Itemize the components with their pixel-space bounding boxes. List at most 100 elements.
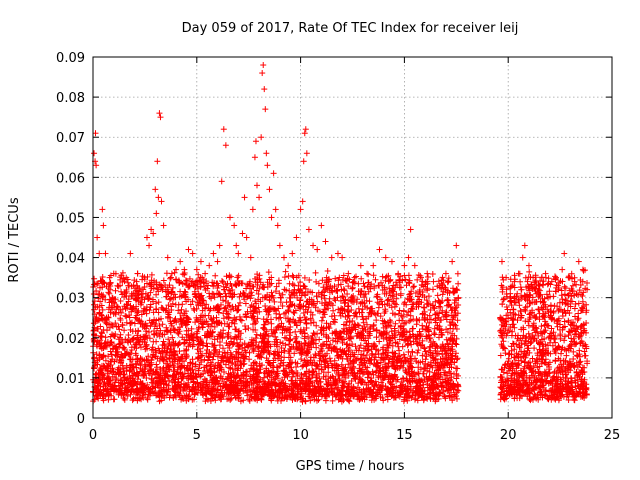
data-point <box>261 86 268 93</box>
data-point <box>565 274 572 281</box>
y-tick-label: 0.01 <box>56 372 85 387</box>
data-point <box>272 206 279 213</box>
data-point <box>158 198 165 205</box>
y-tick-label: 0.08 <box>56 91 85 106</box>
data-point <box>575 258 582 265</box>
data-point <box>274 222 281 229</box>
data-point <box>106 274 113 281</box>
data-point <box>102 250 109 257</box>
data-point <box>233 242 240 249</box>
data-point <box>357 262 364 269</box>
data-point <box>177 258 184 265</box>
data-points <box>90 62 591 405</box>
data-point <box>210 250 217 257</box>
data-point <box>96 250 103 257</box>
x-axis-label: GPS time / hours <box>296 459 405 474</box>
data-point <box>254 182 261 189</box>
y-tick-label: 0.09 <box>56 51 85 66</box>
data-point <box>345 270 352 277</box>
data-point <box>235 250 242 257</box>
data-point <box>405 254 412 261</box>
data-point <box>430 278 437 285</box>
data-point <box>249 206 256 213</box>
data-point <box>418 274 425 281</box>
data-point <box>94 234 101 241</box>
data-point <box>280 254 287 261</box>
data-point <box>364 270 371 277</box>
x-tick-label: 10 <box>292 428 309 443</box>
data-point <box>276 242 283 249</box>
data-point <box>507 290 514 297</box>
data-point <box>256 194 263 201</box>
data-point <box>382 254 389 261</box>
data-point <box>181 266 188 273</box>
data-point <box>561 250 568 257</box>
data-point <box>154 158 161 165</box>
data-point <box>521 242 528 249</box>
data-point <box>530 274 537 281</box>
data-point <box>395 270 402 277</box>
data-point <box>251 154 258 161</box>
x-tick-label: 20 <box>500 428 517 443</box>
data-point <box>197 258 204 265</box>
data-point <box>239 230 246 237</box>
data-point <box>388 258 395 265</box>
x-tick-labels: 0 5 10 15 20 25 <box>89 428 620 443</box>
y-tick-label: 0.05 <box>56 211 85 226</box>
y-tick-label: 0.02 <box>56 332 85 347</box>
data-point <box>220 126 227 133</box>
data-point <box>401 262 408 269</box>
x-tick-label: 15 <box>396 428 413 443</box>
y-tick-label: 0.06 <box>56 171 85 186</box>
data-point <box>227 214 234 221</box>
data-point <box>424 270 431 277</box>
data-point <box>139 290 146 297</box>
data-point <box>164 254 171 261</box>
data-point <box>511 278 518 285</box>
data-point <box>498 258 505 265</box>
data-point <box>305 226 312 233</box>
data-point <box>93 162 100 169</box>
data-point <box>153 210 160 217</box>
data-point <box>407 226 414 233</box>
data-point <box>260 62 267 69</box>
dense-point-cloud <box>90 267 591 405</box>
data-point <box>442 270 449 277</box>
data-point <box>376 246 383 253</box>
data-point <box>185 246 192 253</box>
data-point <box>262 106 269 113</box>
data-point <box>536 282 543 289</box>
chart-title: Day 059 of 2017, Rate Of TEC Index for r… <box>182 21 519 36</box>
plot-frame <box>92 56 613 419</box>
data-point <box>150 230 157 237</box>
data-point <box>264 162 271 169</box>
data-point <box>270 170 277 177</box>
data-point <box>247 254 254 261</box>
data-point <box>157 114 164 121</box>
data-point <box>193 266 200 273</box>
data-point <box>116 282 123 289</box>
data-point <box>519 254 526 261</box>
data-point <box>258 134 265 141</box>
data-point <box>503 274 510 281</box>
data-point <box>310 242 317 249</box>
data-point <box>127 250 134 257</box>
data-point <box>263 150 270 157</box>
data-point <box>322 238 329 245</box>
data-point <box>411 262 418 269</box>
data-point <box>453 242 460 249</box>
data-point <box>328 254 335 261</box>
data-point <box>148 226 155 233</box>
data-point <box>206 262 213 269</box>
data-point <box>449 258 456 265</box>
data-point <box>152 186 159 193</box>
data-point <box>268 214 275 221</box>
data-point <box>202 270 209 277</box>
axis-ticks <box>92 56 613 419</box>
y-tick-label: 0.07 <box>56 131 85 146</box>
data-point <box>189 250 196 257</box>
data-point <box>216 242 223 249</box>
data-point <box>160 222 167 229</box>
data-point <box>173 266 180 273</box>
data-point <box>370 262 377 269</box>
